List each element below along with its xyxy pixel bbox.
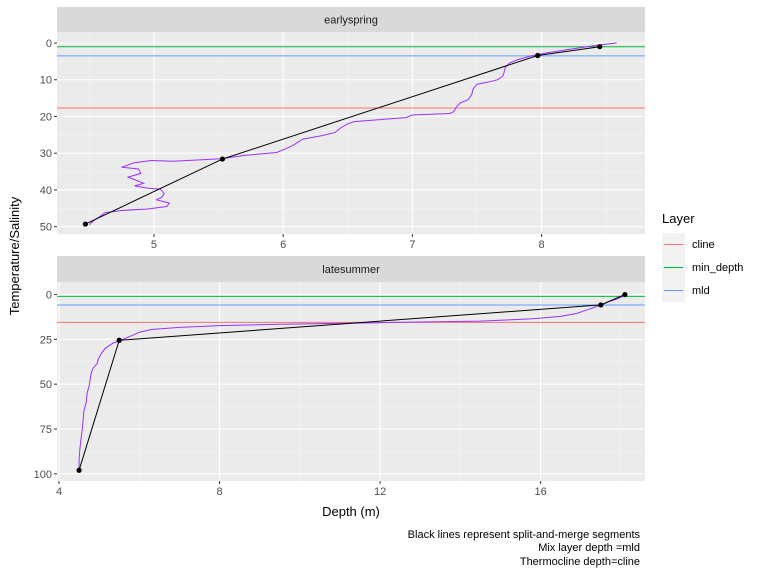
legend-label-min-depth: min_depth xyxy=(692,262,743,274)
y-tick-label: 40 xyxy=(40,185,52,197)
y-tick-label: 50 xyxy=(40,222,52,234)
strip-label-earlyspring: earlyspring xyxy=(324,15,378,27)
segment-line-earlyspring xyxy=(85,46,600,225)
legend-item-mld: mld xyxy=(662,279,710,302)
panel-latesummer: latesummer 4 8 12 16 0 25 50 75 100 xyxy=(34,256,645,498)
y-tick-label: 0 xyxy=(46,38,52,50)
segment-point xyxy=(535,52,541,59)
segment-point xyxy=(597,44,603,50)
segment-point xyxy=(219,156,226,162)
y-tick-label: 25 xyxy=(40,334,52,346)
caption-line-1: Black lines represent split-and-merge se… xyxy=(408,529,641,541)
legend-item-min-depth: min_depth xyxy=(662,256,743,279)
x-tick-label: 7 xyxy=(409,239,415,251)
y-axis-title: Temperature/Salinity xyxy=(7,196,22,315)
caption-line-3: Thermocline depth=cline xyxy=(520,556,640,568)
segment-point xyxy=(622,291,628,298)
x-tick-label: 5 xyxy=(151,239,157,251)
strip-earlyspring xyxy=(57,7,645,32)
panels: earlyspring 5 6 7 8 0 10 20 30 40 50 latesummer 4 8 12… xyxy=(34,7,645,498)
x-tick-label: 4 xyxy=(56,486,62,498)
legend-title: Layer xyxy=(662,211,695,226)
strip-label-latesummer: latesummer xyxy=(322,264,380,276)
y-tick-label: 75 xyxy=(40,424,52,436)
x-tick-label: 8 xyxy=(216,486,222,498)
panel-background-earlyspring xyxy=(57,32,645,234)
y-tick-label: 10 xyxy=(40,75,52,87)
segment-point xyxy=(116,337,122,343)
y-tick-label: 50 xyxy=(40,379,52,391)
x-axis-title: Depth (m) xyxy=(322,504,380,519)
segment-point xyxy=(82,221,89,227)
profile-line-earlyspring xyxy=(88,42,617,226)
caption: Black lines represent split-and-merge se… xyxy=(408,529,641,568)
y-tick-label: 30 xyxy=(40,148,52,160)
segment-line-latesummer xyxy=(78,294,626,471)
x-tick-label: 16 xyxy=(535,486,547,498)
x-tick-label: 8 xyxy=(539,239,545,251)
legend-label-cline: cline xyxy=(692,239,715,251)
segment-point xyxy=(76,467,82,473)
segment-point xyxy=(598,302,604,308)
legend-label-mld: mld xyxy=(692,285,710,297)
caption-line-2: Mix layer depth =mld xyxy=(538,542,640,554)
y-tick-label: 100 xyxy=(34,469,52,481)
y-tick-label: 0 xyxy=(46,290,52,302)
x-tick-label: 6 xyxy=(280,239,286,251)
strip-latesummer xyxy=(57,256,645,282)
legend-item-cline: cline xyxy=(662,233,715,256)
y-tick-label: 20 xyxy=(40,111,52,123)
x-tick-label: 12 xyxy=(374,486,386,498)
panel-earlyspring: earlyspring 5 6 7 8 0 10 20 30 40 50 xyxy=(40,7,645,251)
panel-background-latesummer xyxy=(57,282,645,481)
profile-line-latesummer xyxy=(78,294,628,471)
